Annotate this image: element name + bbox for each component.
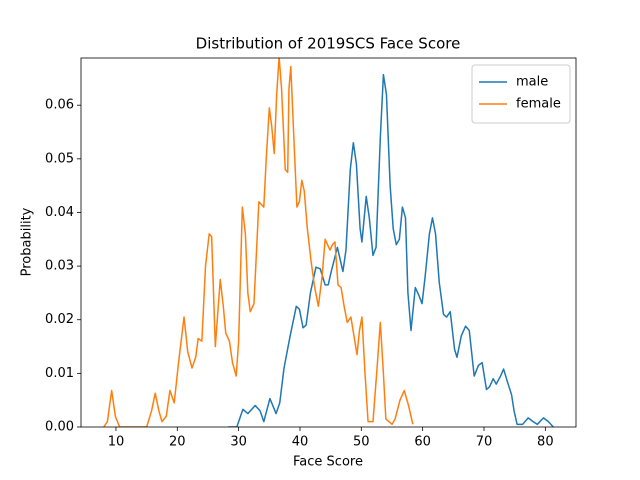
x-tick-label: 10 bbox=[108, 435, 125, 450]
x-tick-label: 20 bbox=[169, 435, 186, 450]
series-line bbox=[228, 73, 554, 427]
legend-box bbox=[471, 64, 571, 124]
y-tick-label: 0.03 bbox=[45, 259, 74, 274]
x-tick-label: 50 bbox=[353, 435, 370, 450]
y-tick-label: 0.00 bbox=[45, 420, 74, 435]
y-axis-label: Probability bbox=[20, 207, 35, 276]
x-axis-label: Face Score bbox=[293, 455, 363, 470]
y-tick-label: 0.04 bbox=[45, 205, 74, 220]
legend-label: male bbox=[516, 75, 548, 90]
series-line bbox=[103, 58, 414, 427]
x-tick-label: 80 bbox=[537, 435, 554, 450]
y-tick-label: 0.06 bbox=[45, 98, 74, 113]
plot-lines bbox=[103, 58, 554, 427]
chart-title: Distribution of 2019SCS Face Score bbox=[196, 35, 461, 53]
x-tick-label: 60 bbox=[414, 435, 431, 450]
x-tick-label: 40 bbox=[292, 435, 309, 450]
legend-label: female bbox=[516, 97, 561, 112]
y-tick-label: 0.01 bbox=[45, 366, 74, 381]
x-tick-label: 30 bbox=[230, 435, 247, 450]
plot-frame bbox=[80, 57, 577, 428]
y-tick-label: 0.02 bbox=[45, 312, 74, 327]
y-tick-label: 0.05 bbox=[45, 151, 74, 166]
x-tick-label: 70 bbox=[476, 435, 493, 450]
